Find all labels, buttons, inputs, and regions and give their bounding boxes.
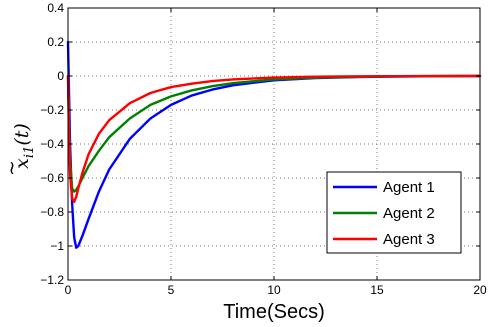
y-tick-label: −1 — [50, 239, 64, 253]
y-tick-label: −1.2 — [40, 273, 64, 287]
series-group — [66, 40, 482, 249]
y-axis-label-tilde: ~ — [1, 160, 23, 176]
x-tick-label: 15 — [370, 283, 384, 297]
y-axis-label-argument: (t) — [11, 123, 33, 145]
legend-label-agent-2: Agent 2 — [383, 205, 435, 222]
y-axis-label-base: x — [11, 158, 33, 169]
legend: Agent 1 Agent 2 Agent 3 — [326, 171, 462, 254]
legend-label-agent-3: Agent 3 — [383, 231, 435, 248]
y-axis-label: xi1(t) ~ — [1, 123, 37, 176]
y-tick-label: 0.4 — [47, 1, 64, 15]
y-axis-label-subscript: i1 — [22, 146, 37, 158]
series-line-agent-3 — [66, 74, 482, 204]
legend-label-agent-1: Agent 1 — [383, 179, 435, 196]
y-tick-label: 0 — [57, 69, 64, 83]
y-tick-label: −0.8 — [40, 205, 64, 219]
y-tick-label: −0.6 — [40, 171, 64, 185]
y-tick-label: −0.2 — [40, 103, 64, 117]
x-tick-label: 0 — [65, 283, 72, 297]
x-axis-label: Time(Secs) — [223, 301, 324, 323]
y-tick-label: −0.4 — [40, 137, 64, 151]
grid-lines — [68, 8, 480, 280]
tick-labels: 0 5 10 15 20 0.4 0.2 0 −0.2 −0.4 −0.6 −0.8 −1 −1.2 — [40, 1, 487, 297]
axis-ticks — [67, 7, 481, 281]
x-tick-label: 20 — [473, 283, 487, 297]
x-tick-label: 10 — [267, 283, 281, 297]
svg-text:xi1(t): xi1(t) — [11, 123, 37, 169]
x-tick-label: 5 — [168, 283, 175, 297]
y-tick-label: 0.2 — [47, 35, 64, 49]
